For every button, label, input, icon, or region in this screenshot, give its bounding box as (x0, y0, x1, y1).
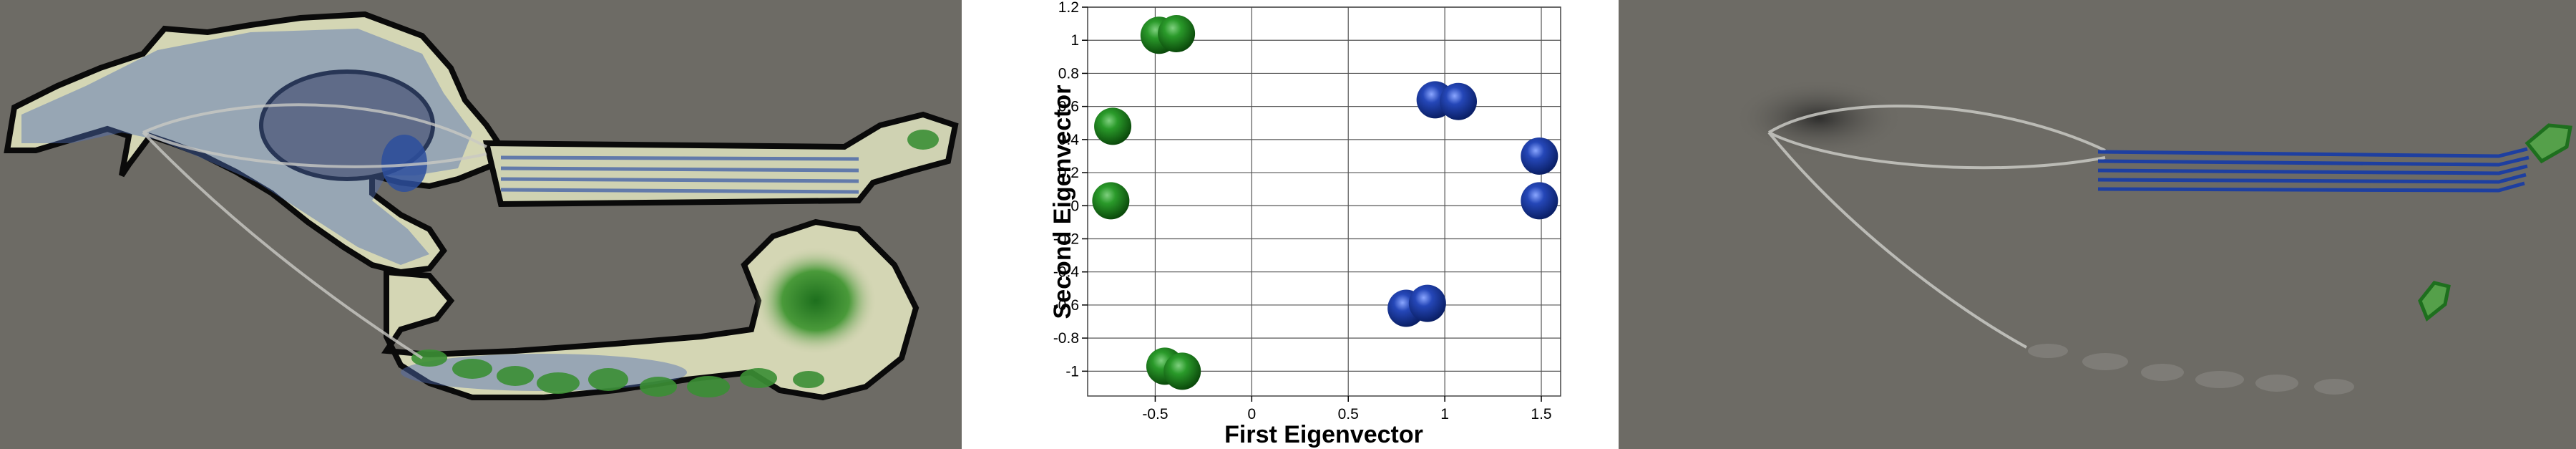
green-data-point (1158, 14, 1196, 52)
y-tick-label: 0.4 (1058, 132, 1080, 148)
x-tick-label: 0 (1247, 406, 1256, 423)
eigenvector-scatter-chart: -0.5 0 0.5 1 1.5 1.2 1 0.8 0.6 0.4 0.2 0 -0.2 -0.4 -0… (962, 0, 1619, 449)
blue-data-point (1408, 284, 1446, 322)
right-background (1619, 0, 2576, 449)
y-tick-label: 0.6 (1058, 99, 1079, 115)
upper-region-density (21, 29, 472, 265)
right-shadow-blob (1733, 79, 1905, 158)
green-clusters (411, 349, 824, 397)
channel-end-highlight (2524, 123, 2572, 164)
y-tick-label: -0.8 (1053, 330, 1079, 347)
right-visualization (1619, 0, 2576, 449)
streamlines (142, 103, 487, 359)
green-data-point (1094, 107, 1132, 145)
blue-data-point (1440, 82, 1478, 120)
y-tick-label: 0.2 (1058, 165, 1079, 181)
blue-patch (381, 135, 427, 192)
x-tick-label: -0.5 (1142, 406, 1168, 423)
y-tick-label: 0 (1070, 198, 1079, 214)
x-axis-title: First Eigenvector (1224, 421, 1423, 448)
channel-end-green (907, 130, 939, 150)
y-tick-label: 0.8 (1058, 65, 1079, 82)
ghost-blobs (2028, 344, 2354, 395)
y-tick-label: 1 (1070, 32, 1079, 49)
channel-streaks (500, 155, 859, 194)
y-tick-label: 1.2 (1058, 0, 1079, 16)
x-tick-label: 0.5 (1338, 406, 1359, 423)
right-streamlines (1767, 105, 2106, 349)
y-tick-label: -0.6 (1053, 297, 1079, 314)
highlighted-channel (2097, 147, 2529, 193)
plot-frame (1087, 6, 1561, 397)
y-axis-title: Second Eigenvector (1049, 85, 1076, 319)
small-green-cluster (2418, 281, 2451, 322)
blue-data-point (1521, 137, 1558, 175)
right-visualization-panel (1619, 0, 2576, 449)
blue-data-point (1521, 182, 1558, 220)
left-visualization-panel (0, 0, 962, 449)
y-tick-label: -0.4 (1053, 264, 1080, 281)
x-tick-label: 1.5 (1531, 406, 1551, 423)
y-tick-label: -1 (1065, 363, 1079, 380)
y-tick-label: -0.2 (1053, 231, 1079, 247)
green-data-point (1163, 352, 1201, 390)
x-tick-label: 1 (1440, 406, 1449, 423)
left-visualization (0, 0, 962, 449)
eigenvector-chart-panel: -0.5 0 0.5 1 1.5 1.2 1 0.8 0.6 0.4 0.2 0 -0.2 -0.4 -0… (962, 0, 1619, 449)
green-data-point (1092, 182, 1130, 220)
big-green-density (755, 247, 877, 354)
